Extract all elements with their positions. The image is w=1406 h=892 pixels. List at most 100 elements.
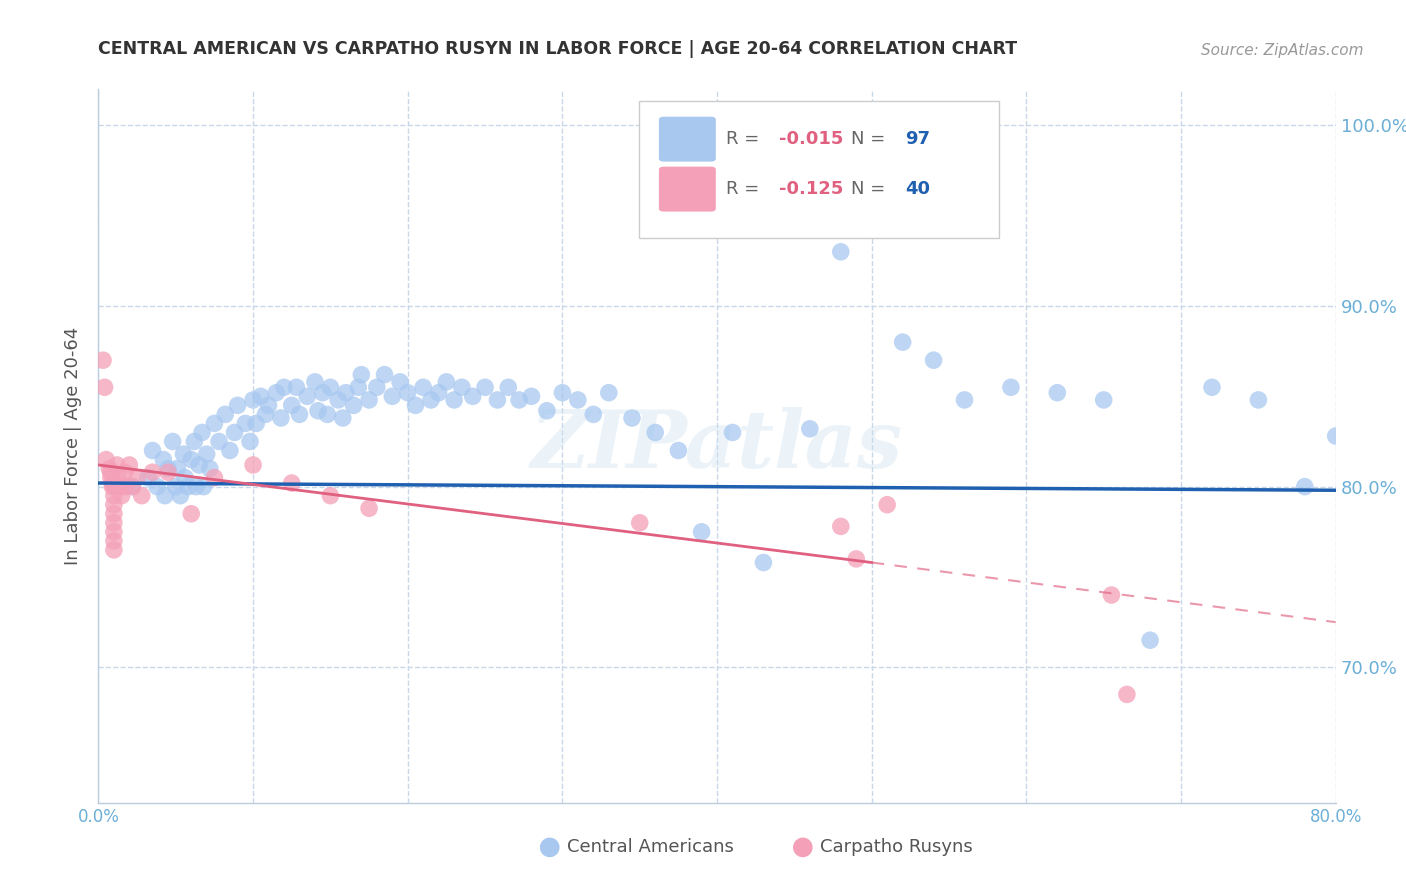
Point [103,542,125,557]
Point [567,392,589,407]
Point [101,476,124,491]
Point [103,516,125,530]
Point [103,498,125,512]
Point [538,840,561,855]
Point [114,465,136,479]
Point [508,392,530,407]
Point [100,470,122,484]
Point [474,380,496,394]
Point [103,533,125,548]
Point [254,408,277,422]
Text: R =: R = [725,180,765,198]
Point [1247,392,1270,407]
Point [152,452,174,467]
Point [98,461,121,475]
Point [690,524,713,539]
Point [1294,480,1316,494]
Text: CENTRAL AMERICAN VS CARPATHO RUSYN IN LABOR FORCE | AGE 20-64 CORRELATION CHART: CENTRAL AMERICAN VS CARPATHO RUSYN IN LA… [98,40,1018,58]
Text: Source: ZipAtlas.com: Source: ZipAtlas.com [1201,43,1364,58]
Point [436,375,458,389]
Point [326,392,350,407]
Point [319,489,342,503]
Point [598,385,620,400]
Point [142,443,165,458]
Point [188,458,211,472]
Point [270,411,292,425]
Text: N =: N = [851,130,890,148]
Point [235,417,257,431]
Point [142,465,165,479]
Point [183,434,205,449]
Point [374,368,396,382]
Point [165,480,187,494]
Text: R =: R = [725,130,765,148]
Point [1046,385,1069,400]
Point [193,480,215,494]
Point [582,408,605,422]
Point [169,489,191,503]
Point [153,489,176,503]
Point [103,507,125,521]
Point [891,335,914,350]
Point [285,380,308,394]
Point [1139,633,1161,648]
Point [103,480,125,494]
Point [103,524,125,539]
Point [173,447,195,461]
Point [396,385,419,400]
Point [174,470,197,484]
Point [131,489,153,503]
Point [195,447,218,461]
Text: Carpatho Rusyns: Carpatho Rusyns [820,838,973,856]
Point [350,368,373,382]
Point [118,458,141,472]
Point [180,452,202,467]
Point [419,392,441,407]
Point [266,385,288,400]
Point [830,244,852,259]
Point [115,480,138,494]
Point [162,434,184,449]
Point [208,434,231,449]
Point [830,519,852,533]
Point [498,380,520,394]
Point [381,389,404,403]
Point [1000,380,1022,394]
Text: 40: 40 [905,180,931,198]
Point [335,385,357,400]
Point [1201,380,1223,394]
Point [1116,687,1139,701]
Point [242,458,264,472]
Point [307,404,329,418]
Point [953,392,976,407]
Point [666,443,689,458]
Point [536,404,558,418]
Point [347,380,370,394]
Point [121,480,143,494]
Point [860,209,883,223]
Point [845,552,868,566]
Point [551,385,574,400]
Point [405,398,427,412]
Point [312,385,335,400]
Point [316,408,339,422]
Point [257,398,280,412]
Point [91,353,114,368]
Point [245,417,267,431]
Point [357,501,380,516]
Point [224,425,246,440]
Point [1324,429,1347,443]
Text: -0.125: -0.125 [779,180,844,198]
Point [366,380,388,394]
Point [103,489,125,503]
Point [332,411,354,425]
Point [520,389,543,403]
Point [486,392,509,407]
Point [288,408,311,422]
Point [799,422,821,436]
Point [101,480,124,494]
Point [281,398,304,412]
Point [1099,588,1122,602]
Point [204,470,226,484]
Point [273,380,295,394]
